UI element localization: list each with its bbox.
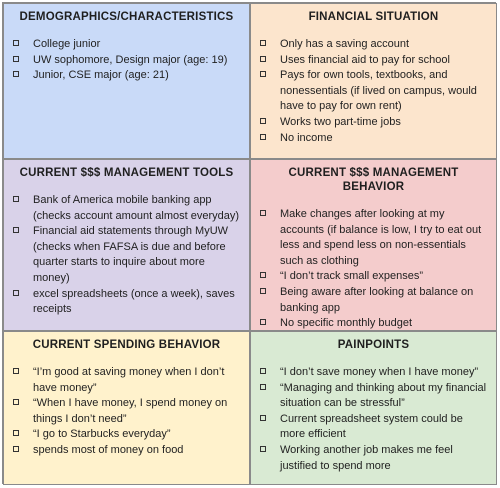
list-item: “I go to Starbucks everyday” <box>12 427 241 443</box>
checkbox-icon <box>13 289 19 296</box>
demographics-title: DEMOGRAPHICS/CHARACTERISTICS <box>19 11 234 23</box>
list-item-text: Being aware after looking at balance on … <box>280 285 474 314</box>
management-behavior-title: CURRENT $$$ MANAGEMENT BEHAVIOR <box>288 167 459 193</box>
painpoints-cell: PAINPOINTS “I don’t save money when I ha… <box>250 331 497 485</box>
list-item: “I don’t track small expenses” <box>259 269 488 285</box>
checkbox-icon <box>260 71 266 78</box>
list-item-text: Working another job makes me feel justif… <box>280 443 453 472</box>
management-tools-title: CURRENT $$$ MANAGEMENT TOOLS <box>19 167 234 179</box>
financial-situation-list: Only has a saving account Uses financial … <box>259 37 488 146</box>
checkbox-icon <box>13 196 19 202</box>
list-item-text: Junior, CSE major (age: 21) <box>33 69 169 82</box>
checkbox-icon <box>260 445 266 452</box>
list-item-text: “Managing and thinking about my financia… <box>280 381 487 410</box>
list-item-text: “I go to Starbucks everyday” <box>33 428 171 441</box>
list-item: Only has a saving account <box>259 37 488 53</box>
management-behavior-cell: CURRENT $$$ MANAGEMENT BEHAVIOR Make cha… <box>250 159 497 331</box>
list-item-text: Works two part-time jobs <box>280 115 401 128</box>
list-item: College junior <box>12 37 241 53</box>
list-item-text: “When I have money, I spend money on thi… <box>33 397 228 425</box>
checkbox-icon <box>260 133 266 140</box>
list-item-text: No specific monthly budget <box>280 317 413 330</box>
checkbox-icon <box>260 368 266 374</box>
list-item: Works two part-time jobs <box>259 115 488 131</box>
list-item: Uses financial aid to pay for school <box>259 53 488 69</box>
list-item-text: Current spreadsheet system could be more… <box>280 412 463 441</box>
list-item-text: “I don’t save money when I have money” <box>280 366 479 378</box>
demographics-list: College junior UW sophomore, Design major… <box>12 37 241 84</box>
checkbox-icon <box>260 319 266 326</box>
list-item-text: Financial aid statements through MyUW (c… <box>33 225 229 284</box>
checkbox-icon <box>13 227 19 234</box>
list-item-text: College junior <box>33 38 101 50</box>
checkbox-icon <box>260 287 266 294</box>
list-item: “I’m good at saving money when I don’t h… <box>12 365 241 396</box>
checkbox-icon <box>13 445 19 452</box>
checkbox-icon <box>260 383 266 390</box>
list-item-text: “I’m good at saving money when I don’t h… <box>33 366 225 394</box>
checkbox-icon <box>260 272 266 279</box>
list-item: Financial aid statements through MyUW (c… <box>12 224 241 286</box>
checkbox-icon <box>13 71 19 78</box>
checkbox-icon <box>13 368 19 374</box>
list-item-text: “I don’t track small expenses” <box>280 270 424 283</box>
list-item: UW sophomore, Design major (age: 19) <box>12 53 241 69</box>
list-item-text: Make changes after looking at my account… <box>280 208 482 267</box>
list-item: No specific monthly budget <box>259 316 488 330</box>
list-item: excel spreadsheets (once a week), saves … <box>12 287 241 318</box>
list-item-text: excel spreadsheets (once a week), saves … <box>33 287 235 316</box>
list-item: Bank of America mobile banking app (chec… <box>12 193 241 224</box>
checkbox-icon <box>260 55 266 62</box>
list-item-text: Bank of America mobile banking app (chec… <box>33 194 240 222</box>
list-item: Being aware after looking at balance on … <box>259 285 488 316</box>
list-item: Junior, CSE major (age: 21) <box>12 68 241 84</box>
painpoints-list: “I don’t save money when I have money” “M… <box>259 365 488 474</box>
list-item: spends most of money on food <box>12 443 241 459</box>
list-item-text: UW sophomore, Design major (age: 19) <box>33 53 228 66</box>
checkbox-icon <box>260 210 266 216</box>
checkbox-icon <box>260 40 266 46</box>
list-item-text: Only has a saving account <box>280 38 410 50</box>
checkbox-icon <box>13 430 19 437</box>
checkbox-icon <box>13 40 19 46</box>
list-item: Working another job makes me feel justif… <box>259 443 488 474</box>
financial-situation-title: FINANCIAL SITUATION <box>308 11 439 23</box>
management-tools-list: Bank of America mobile banking app (chec… <box>12 193 241 318</box>
management-behavior-list: Make changes after looking at my account… <box>259 207 488 330</box>
checkbox-icon <box>260 414 266 421</box>
financial-situation-cell: FINANCIAL SITUATION Only has a saving ac… <box>250 3 497 159</box>
list-item-text: Uses financial aid to pay for school <box>280 53 450 66</box>
spending-behavior-list: “I’m good at saving money when I don’t h… <box>12 365 241 459</box>
management-tools-cell: CURRENT $$$ MANAGEMENT TOOLS Bank of Ame… <box>3 159 250 331</box>
demographics-cell: DEMOGRAPHICS/CHARACTERISTICS College jun… <box>3 3 250 159</box>
list-item: Current spreadsheet system could be more… <box>259 412 488 443</box>
list-item: “Managing and thinking about my financia… <box>259 381 488 412</box>
list-item: “I don’t save money when I have money” <box>259 365 488 381</box>
persona-grid: DEMOGRAPHICS/CHARACTERISTICS College jun… <box>2 2 497 485</box>
painpoints-title: PAINPOINTS <box>337 339 410 351</box>
checkbox-icon <box>13 399 19 406</box>
spending-behavior-title: CURRENT SPENDING BEHAVIOR <box>32 339 221 351</box>
list-item-text: spends most of money on food <box>33 443 184 456</box>
list-item: Pays for own tools, textbooks, and nones… <box>259 68 488 115</box>
list-item-text: No income <box>280 131 333 144</box>
checkbox-icon <box>13 55 19 62</box>
list-item: Make changes after looking at my account… <box>259 207 488 269</box>
list-item: “When I have money, I spend money on thi… <box>12 396 241 427</box>
list-item: No income <box>259 131 488 147</box>
checkbox-icon <box>260 117 266 124</box>
spending-behavior-cell: CURRENT SPENDING BEHAVIOR “I’m good at s… <box>3 331 250 485</box>
list-item-text: Pays for own tools, textbooks, and nones… <box>280 69 477 113</box>
